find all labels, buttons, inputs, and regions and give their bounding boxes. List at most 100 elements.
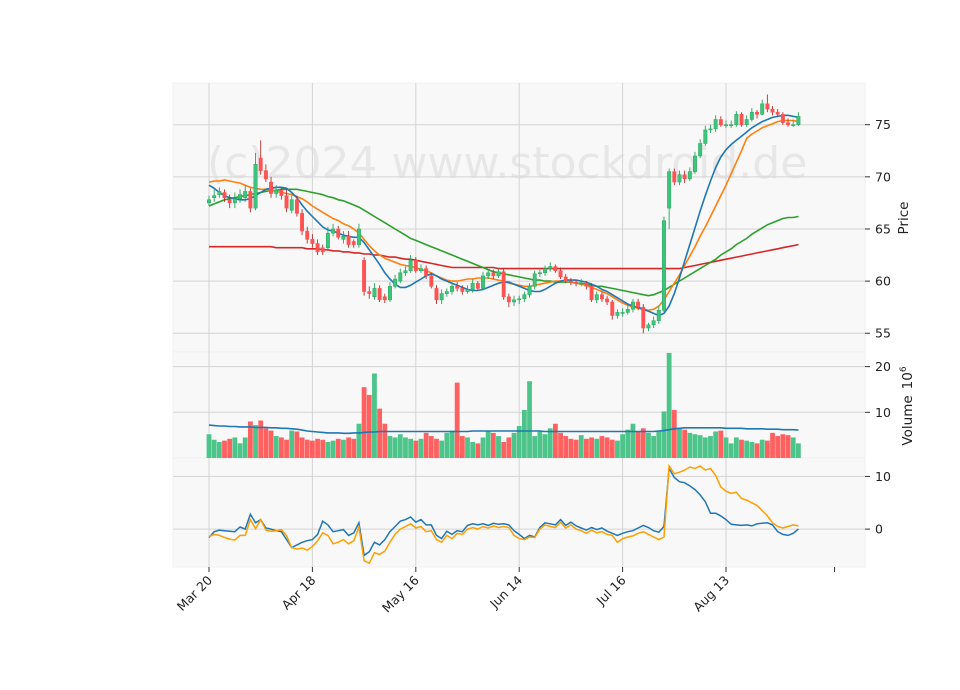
volume-bar <box>408 438 414 458</box>
volume-bar <box>646 432 651 458</box>
volume-bar <box>718 430 724 458</box>
candle-body <box>341 236 346 240</box>
volume-bar <box>656 430 662 458</box>
candle-body <box>217 191 222 195</box>
candle-body <box>439 293 444 301</box>
candle-body <box>625 309 630 313</box>
candle-body <box>434 288 439 301</box>
volume-bar <box>268 430 274 458</box>
candle-body <box>698 143 703 157</box>
candle-body <box>553 266 558 271</box>
volume-bar <box>449 430 455 458</box>
volume-bar <box>423 432 429 458</box>
volume-bar <box>413 440 419 458</box>
volume-bar <box>635 431 641 458</box>
volume-bar <box>573 439 579 458</box>
volume-bar <box>547 428 553 458</box>
candle-body <box>579 282 584 285</box>
candle-body <box>450 286 454 292</box>
candle-body <box>232 198 237 204</box>
candle-body <box>315 243 320 253</box>
volume-bar <box>253 425 258 458</box>
volume-bar <box>237 443 243 458</box>
volume-bar <box>439 440 445 458</box>
date-tick-label: Mar 20 <box>174 572 215 613</box>
volume-bar <box>366 394 372 458</box>
volume-bar <box>651 436 657 458</box>
candle-body <box>279 190 284 196</box>
volume-bar <box>537 430 543 458</box>
candle-body <box>568 280 573 283</box>
date-tick-label: Jun 14 <box>486 572 525 611</box>
candle-body <box>336 228 341 238</box>
candle-body <box>589 286 594 301</box>
watermark-text: (c)2024 www.stockdroid.de <box>207 138 807 189</box>
candle-body <box>475 282 480 289</box>
volume-bar <box>589 437 594 458</box>
candle-body <box>207 199 211 204</box>
candle-body <box>289 199 294 211</box>
volume-bar <box>578 435 584 458</box>
volume-bar <box>454 382 460 458</box>
candle-body <box>512 299 516 303</box>
volume-bar <box>511 432 517 458</box>
candle-body <box>548 266 553 269</box>
volume-bar <box>749 442 755 458</box>
volume-bar <box>310 440 315 458</box>
volume-bar <box>594 438 600 458</box>
candle-body <box>605 298 610 303</box>
volume-bar <box>677 428 682 458</box>
candle-body <box>263 170 268 180</box>
oscillator-blue-line <box>208 466 799 557</box>
candle-body <box>269 181 273 194</box>
candle-body <box>274 190 279 194</box>
volume-bar <box>444 432 450 458</box>
volume-bar <box>382 423 388 458</box>
candle-body <box>775 111 780 115</box>
volume-bar <box>222 440 227 458</box>
candle-body <box>543 268 547 274</box>
volume-bar <box>351 438 357 458</box>
volume-panel <box>206 352 801 458</box>
candle-body <box>749 111 754 120</box>
volume-bar <box>661 411 667 458</box>
price-tick-label: 65 <box>875 221 891 236</box>
candle-body <box>780 114 785 123</box>
candle-body <box>755 111 759 115</box>
volume-bar <box>356 423 362 458</box>
volume-bar <box>304 439 310 458</box>
volume-bar <box>687 432 693 458</box>
candle-body <box>630 301 635 310</box>
volume-bar <box>377 408 383 458</box>
volume-unit-label: 10 <box>900 372 916 389</box>
volume-bar <box>532 436 538 458</box>
candle-body <box>284 195 289 209</box>
volume-bar <box>615 440 620 458</box>
volume-bar <box>289 430 295 458</box>
volume-bar <box>764 440 770 458</box>
candle-body <box>724 124 728 126</box>
volume-bar <box>247 421 253 458</box>
candle-body <box>672 171 677 183</box>
volume-bar <box>459 436 465 458</box>
volume-bar <box>397 434 403 458</box>
candle-body <box>708 128 713 131</box>
candle-body <box>703 129 708 144</box>
volume-bar <box>315 438 320 458</box>
candle-body <box>258 157 263 171</box>
volume-bar <box>723 437 729 458</box>
volume-bar <box>558 432 563 458</box>
candle-body <box>662 220 666 311</box>
volume-bar <box>501 442 507 458</box>
volume-tick-label: 10 <box>875 405 891 420</box>
volume-bar <box>697 435 703 458</box>
volume-bar <box>263 428 269 458</box>
volume-axis-label: Volume 106 <box>899 366 916 445</box>
volume-bar <box>630 423 636 458</box>
candle-body <box>465 289 470 292</box>
candle-body <box>388 286 392 301</box>
date-tick-label: Aug 13 <box>690 573 732 615</box>
volume-bar <box>330 440 336 458</box>
candle-body <box>765 103 770 110</box>
